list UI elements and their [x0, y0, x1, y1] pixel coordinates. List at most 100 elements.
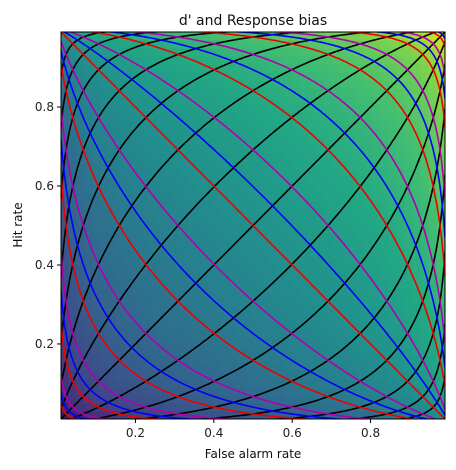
heatmap-cell — [196, 63, 206, 73]
heatmap-cell — [108, 402, 118, 412]
heatmap-cell — [300, 39, 310, 49]
heatmap-cell — [204, 216, 214, 226]
heatmap-cell — [308, 362, 318, 372]
heatmap-cell — [300, 233, 310, 243]
heatmap-cell — [308, 289, 318, 299]
heatmap-cell — [84, 297, 94, 307]
heatmap-cell — [380, 192, 390, 202]
heatmap-cell — [396, 216, 406, 226]
heatmap-cell — [260, 305, 270, 315]
heatmap-cell — [124, 47, 134, 57]
heatmap-cell — [124, 208, 134, 218]
heatmap-cell — [364, 241, 374, 251]
heatmap-cell — [356, 216, 366, 226]
heatmap-cell — [148, 112, 158, 122]
heatmap-cell — [156, 362, 166, 372]
heatmap-cell — [212, 152, 222, 162]
heatmap-cell — [332, 39, 342, 49]
heatmap-cell — [364, 321, 374, 331]
heatmap-cell — [428, 345, 438, 355]
heatmap-cell — [412, 257, 422, 267]
heatmap-cell — [172, 329, 182, 339]
heatmap-cell — [220, 313, 230, 323]
heatmap-cell — [396, 321, 406, 331]
heatmap-cell — [332, 192, 342, 202]
heatmap-cell — [220, 160, 230, 170]
heatmap-cell — [252, 386, 262, 396]
heatmap-cell — [324, 257, 334, 267]
heatmap-cell — [196, 241, 206, 251]
heatmap-cell — [316, 305, 326, 315]
heatmap-cell — [180, 329, 190, 339]
heatmap-cell — [220, 410, 230, 419]
heatmap-cell — [276, 321, 286, 331]
heatmap-cell — [324, 112, 334, 122]
heatmap-cell — [116, 152, 126, 162]
heatmap-cell — [156, 168, 166, 178]
heatmap-cell — [364, 168, 374, 178]
heatmap-cell — [68, 345, 78, 355]
heatmap-cell — [380, 386, 390, 396]
heatmap-cell — [316, 96, 326, 106]
heatmap-cell — [84, 329, 94, 339]
heatmap-cell — [380, 321, 390, 331]
heatmap-cell — [324, 184, 334, 194]
heatmap-cell — [348, 32, 358, 41]
heatmap-cell — [100, 152, 110, 162]
heatmap-cell — [180, 305, 190, 315]
heatmap-cell — [412, 233, 422, 243]
heatmap-cell — [340, 176, 350, 186]
heatmap-cell — [100, 386, 110, 396]
heatmap-cell — [332, 394, 342, 404]
heatmap-cell — [252, 96, 262, 106]
heatmap-cell — [92, 354, 102, 364]
heatmap-cell — [84, 305, 94, 315]
heatmap-cell — [356, 96, 366, 106]
heatmap-cell — [172, 79, 182, 89]
heatmap-cell — [164, 386, 174, 396]
heatmap-cell — [180, 87, 190, 97]
heatmap-cell — [348, 55, 358, 65]
heatmap-cell — [212, 249, 222, 259]
heatmap-cell — [364, 313, 374, 323]
heatmap-cell — [92, 249, 102, 259]
heatmap-cell — [196, 128, 206, 138]
heatmap-cell — [412, 192, 422, 202]
heatmap-cell — [308, 152, 318, 162]
heatmap-cell — [68, 176, 78, 186]
heatmap-cell — [292, 55, 302, 65]
heatmap-cell — [388, 281, 398, 291]
heatmap-cell — [188, 273, 198, 283]
heatmap-cell — [220, 329, 230, 339]
heatmap-cell — [300, 345, 310, 355]
heatmap-cell — [228, 265, 238, 275]
heatmap-cell — [340, 184, 350, 194]
heatmap-cell — [284, 208, 294, 218]
heatmap-cell — [332, 257, 342, 267]
heatmap-cell — [284, 289, 294, 299]
heatmap-cell — [76, 120, 86, 130]
heatmap-cell — [252, 79, 262, 89]
contour-line — [228, 32, 445, 238]
heatmap-cell — [396, 47, 406, 57]
x-tick-label: 0.4 — [204, 426, 223, 440]
heatmap-cell — [108, 176, 118, 186]
heatmap-cell — [100, 136, 110, 146]
heatmap-cell — [92, 208, 102, 218]
heatmap-cell — [372, 79, 382, 89]
heatmap-cell — [372, 394, 382, 404]
heatmap-cell — [76, 362, 86, 372]
heatmap-cell — [180, 354, 190, 364]
heatmap-cell — [252, 233, 262, 243]
heatmap-cell — [100, 112, 110, 122]
heatmap-cell — [172, 337, 182, 347]
heatmap-cell — [396, 225, 406, 235]
heatmap-cell — [220, 144, 230, 154]
heatmap-cell — [284, 305, 294, 315]
heatmap-cell — [68, 208, 78, 218]
heatmap-cell — [348, 249, 358, 259]
heatmap-cell — [196, 281, 206, 291]
heatmap-cell — [228, 354, 238, 364]
heatmap-cell — [148, 273, 158, 283]
heatmap-cell — [340, 289, 350, 299]
